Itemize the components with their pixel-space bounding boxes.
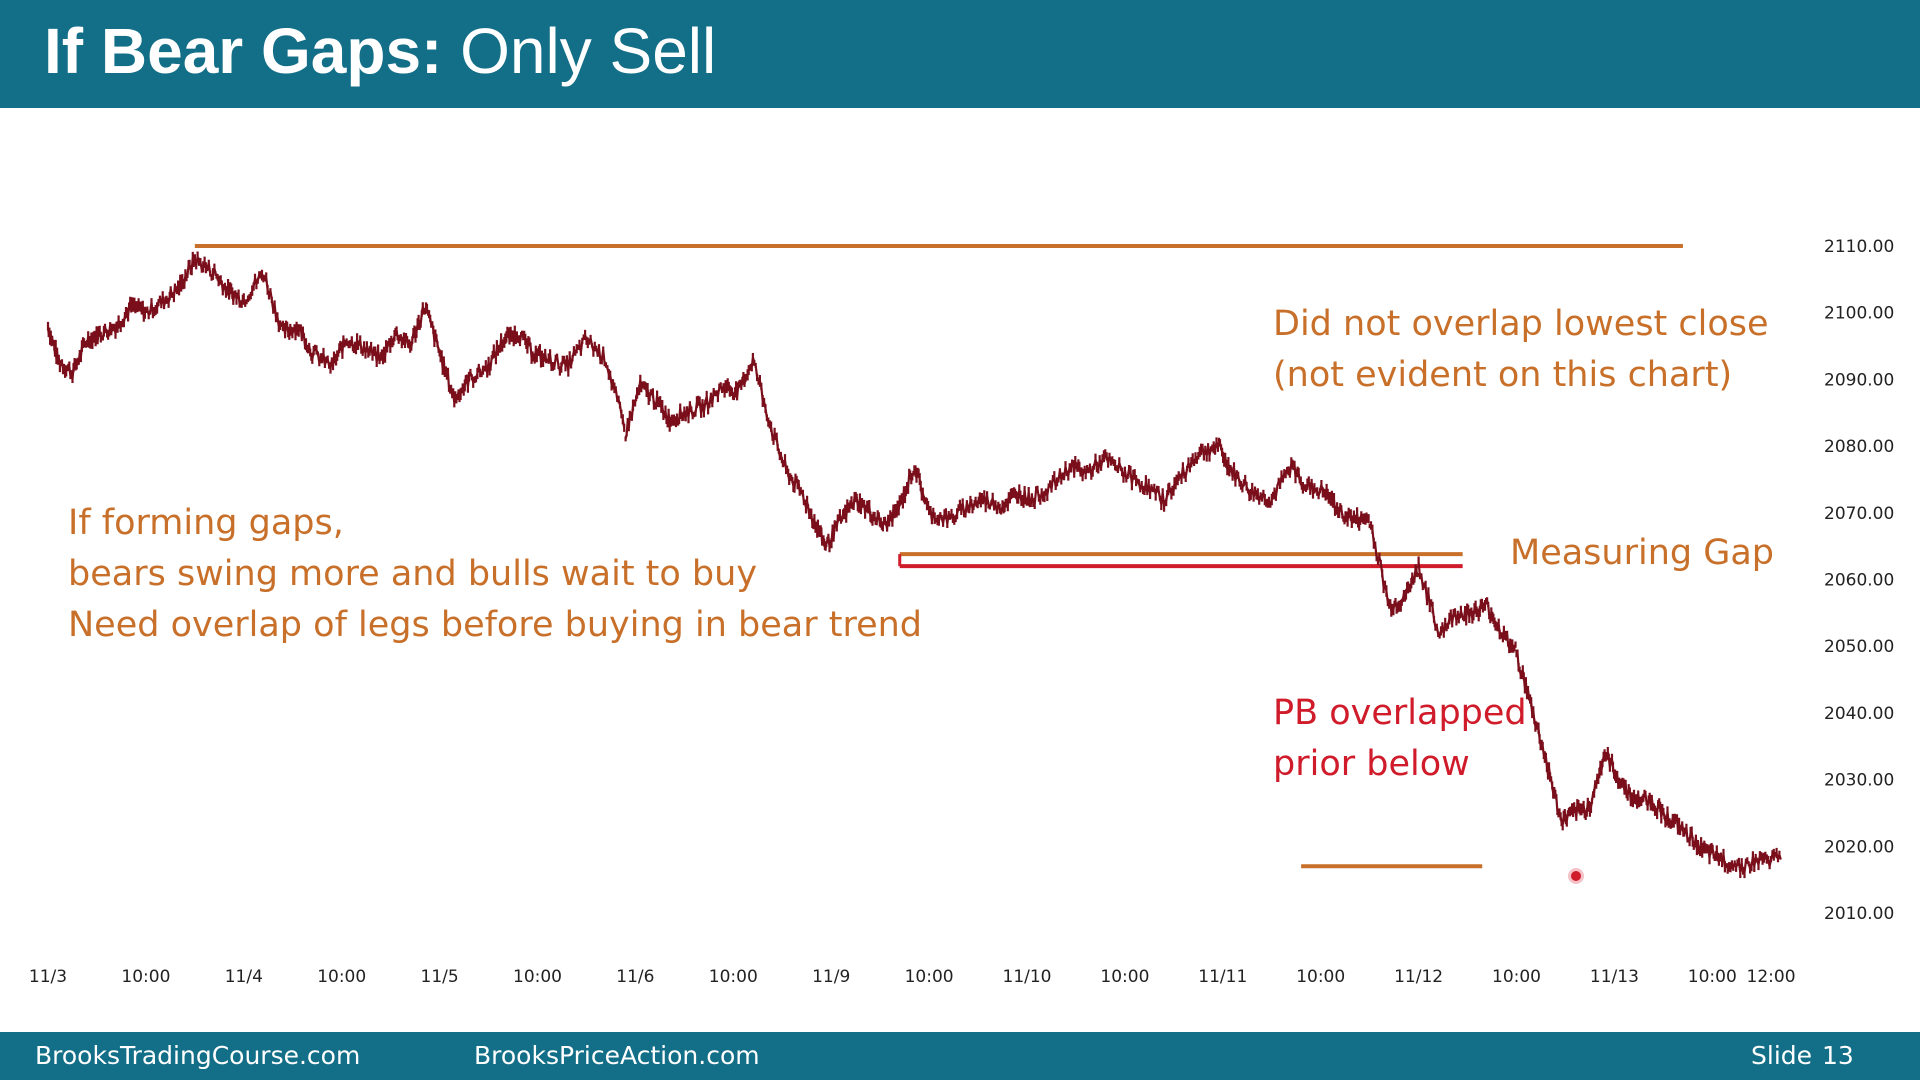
slide-title: If Bear Gaps: Only Sell [44, 14, 716, 88]
slide-footer: BrooksTradingCourse.com BrooksPriceActio… [0, 1032, 1920, 1080]
x-tick-label: 10:00 [709, 967, 758, 987]
x-tick-label: 11/3 [29, 967, 67, 987]
x-tick-label: 10:00 [1100, 967, 1149, 987]
x-tick-label: 10:00 [317, 967, 366, 987]
annotation-line: If forming gaps, [68, 503, 344, 543]
slide-header: If Bear Gaps: Only Sell [0, 0, 1920, 108]
y-tick-label: 2020.00 [1824, 837, 1894, 857]
x-tick-label: 11/11 [1198, 967, 1247, 987]
y-tick-label: 2110.00 [1824, 237, 1894, 257]
y-tick-label: 2080.00 [1824, 437, 1894, 457]
annotation-no-overlap: Did not overlap lowest close (not eviden… [1273, 299, 1769, 401]
x-tick-label: 11/6 [616, 967, 654, 987]
y-tick-label: 2010.00 [1824, 904, 1894, 924]
x-tick-label: 10:00 [121, 967, 170, 987]
footer-site-middle[interactable]: BrooksPriceAction.com [474, 1041, 760, 1070]
y-tick-label: 2100.00 [1824, 304, 1894, 324]
y-tick-label: 2070.00 [1824, 504, 1894, 524]
annotation-line: Measuring Gap [1510, 533, 1775, 573]
annotation-line: PB overlapped [1273, 693, 1527, 733]
x-tick-label: 10:00 [1492, 967, 1541, 987]
slide-number: 13 [1822, 1041, 1854, 1070]
x-tick-label: 11/9 [812, 967, 850, 987]
x-tick-label: 11/13 [1590, 967, 1639, 987]
annotation-line: prior below [1273, 744, 1470, 784]
x-tick-label: 11/12 [1394, 967, 1443, 987]
x-tick-label: 11/5 [421, 967, 459, 987]
cursor-indicator [1571, 871, 1581, 881]
annotation-pb-overlapped: PB overlapped prior below [1273, 688, 1527, 790]
price-series-line [46, 251, 1782, 879]
title-rest: Only Sell [442, 15, 717, 87]
y-tick-label: 2040.00 [1824, 704, 1894, 724]
y-tick-label: 2060.00 [1824, 571, 1894, 591]
title-bold: If Bear Gaps: [44, 15, 443, 87]
chart-svg: 2110.00 2100.00 2090.00 2080.00 2070.00 2060.… [29, 237, 1894, 987]
x-tick-label: 10:00 [1688, 967, 1737, 987]
annotation-measuring-gap: Measuring Gap [1510, 528, 1774, 579]
annotation-line: bears swing more and bulls wait to buy [68, 554, 758, 594]
price-chart: 2110.00 2100.00 2090.00 2080.00 2070.00 2060.… [0, 108, 1920, 1032]
annotation-line: Need overlap of legs before buying in be… [68, 605, 922, 645]
x-tick-label: 11/4 [225, 967, 263, 987]
footer-site-left[interactable]: BrooksTradingCourse.com [35, 1041, 361, 1070]
x-tick-label: 10:00 [1296, 967, 1345, 987]
x-tick-label: 12:00 [1747, 967, 1796, 987]
y-tick-label: 2090.00 [1824, 370, 1894, 390]
annotation-line: (not evident on this chart) [1273, 355, 1733, 395]
y-tick-label: 2030.00 [1824, 771, 1894, 791]
x-tick-label: 10:00 [905, 967, 954, 987]
x-tick-label: 10:00 [513, 967, 562, 987]
slide-label: Slide [1751, 1041, 1813, 1070]
x-tick-label: 11/10 [1003, 967, 1052, 987]
annotation-line: Did not overlap lowest close [1273, 304, 1769, 344]
annotation-forming-gaps: If forming gaps, bears swing more and bu… [68, 498, 922, 651]
y-tick-label: 2050.00 [1824, 637, 1894, 657]
